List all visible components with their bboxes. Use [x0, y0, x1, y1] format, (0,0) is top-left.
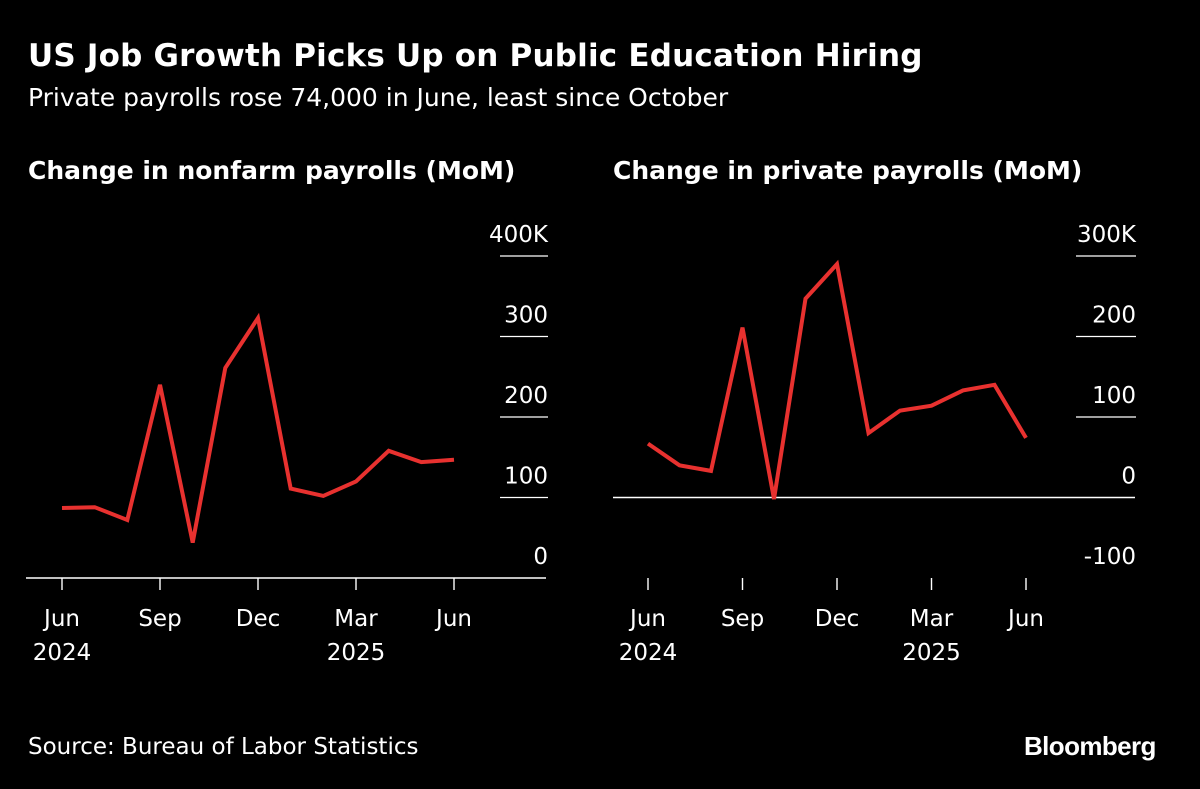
nonfarm-x-tick-label-0: Jun: [42, 606, 80, 632]
nonfarm-y-tick-label-1: 100: [504, 464, 548, 490]
nonfarm-x-year-label-0: 2024: [33, 640, 92, 666]
source-note: Source: Bureau of Labor Statistics: [28, 734, 419, 760]
private-x-tick-label-3: Mar: [910, 606, 954, 632]
private-y-tick-label-4: 300K: [1077, 222, 1137, 248]
private-x-year-label-0: 2024: [619, 640, 678, 666]
nonfarm-y-tick-label-2: 200: [504, 383, 548, 409]
nonfarm-chart-title: Change in nonfarm payrolls (MoM): [28, 156, 516, 185]
private-chart-title: Change in private payrolls (MoM): [613, 156, 1083, 185]
private-y-tick-label-2: 100: [1092, 383, 1136, 409]
nonfarm-series-line: [61, 312, 455, 544]
private-x-year-label-3: 2025: [902, 640, 961, 666]
chart-title-main: US Job Growth Picks Up on Public Educati…: [28, 38, 923, 74]
private-x-tick-label-2: Dec: [815, 606, 860, 632]
nonfarm-payrolls-chart: 0 100 200 300 400K Jun 2024 Sep Dec Mar 2025 Jun: [26, 222, 549, 666]
nonfarm-x-tick-label-4: Jun: [434, 606, 472, 632]
nonfarm-x-tick-label-2: Dec: [236, 606, 281, 632]
nonfarm-x-tick-label-1: Sep: [138, 606, 181, 632]
nonfarm-y-tick-label-0: 0: [533, 544, 548, 570]
private-series-line: [646, 259, 1028, 500]
private-y-tick-label-3: 200: [1092, 303, 1136, 329]
chart-subtitle: Private payrolls rose 74,000 in June, le…: [28, 83, 729, 112]
bloomberg-logo: Bloomberg: [1024, 731, 1156, 761]
nonfarm-y-tick-label-3: 300: [504, 303, 548, 329]
nonfarm-y-tick-label-4: 400K: [489, 222, 549, 248]
private-y-tick-label-0: -100: [1084, 544, 1136, 570]
nonfarm-x-year-label-3: 2025: [327, 640, 386, 666]
nonfarm-x-tick-label-3: Mar: [334, 606, 378, 632]
private-payrolls-chart: -100 0 100 200 300K Jun 2024 Sep Dec Mar 2025 Jun: [613, 222, 1137, 666]
private-x-tick-label-0: Jun: [628, 606, 666, 632]
private-y-tick-label-1: 0: [1121, 464, 1136, 490]
private-x-tick-label-4: Jun: [1006, 606, 1044, 632]
private-x-tick-label-1: Sep: [721, 606, 764, 632]
